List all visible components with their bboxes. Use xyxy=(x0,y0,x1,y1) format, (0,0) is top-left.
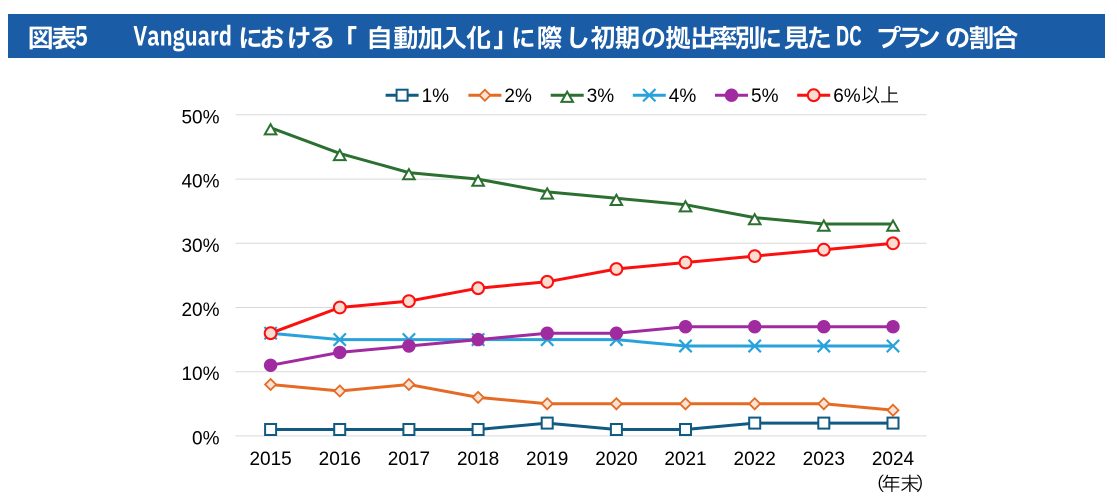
svg-text:5%: 5% xyxy=(751,86,779,107)
svg-text:2019: 2019 xyxy=(526,449,568,470)
svg-text:10%: 10% xyxy=(181,364,219,385)
svg-text:2%: 2% xyxy=(504,86,532,107)
svg-text:2017: 2017 xyxy=(388,449,430,470)
svg-text:2022: 2022 xyxy=(734,449,776,470)
svg-text:50%: 50% xyxy=(181,107,219,128)
svg-text:2018: 2018 xyxy=(457,449,499,470)
svg-text:2020: 2020 xyxy=(595,449,637,470)
svg-text:20%: 20% xyxy=(181,300,219,321)
svg-text:2015: 2015 xyxy=(249,449,291,470)
svg-text:2021: 2021 xyxy=(664,449,706,470)
svg-text:30%: 30% xyxy=(181,236,219,257)
svg-text:3%: 3% xyxy=(587,86,615,107)
svg-text:4%: 4% xyxy=(669,86,697,107)
svg-text:6%: 6% xyxy=(833,86,861,107)
svg-text:1%: 1% xyxy=(422,86,450,107)
svg-text:2023: 2023 xyxy=(803,449,845,470)
svg-text:0%: 0% xyxy=(192,428,220,449)
svg-text:2016: 2016 xyxy=(319,449,361,470)
svg-text:40%: 40% xyxy=(181,172,219,193)
svg-text:2024: 2024 xyxy=(872,449,915,470)
